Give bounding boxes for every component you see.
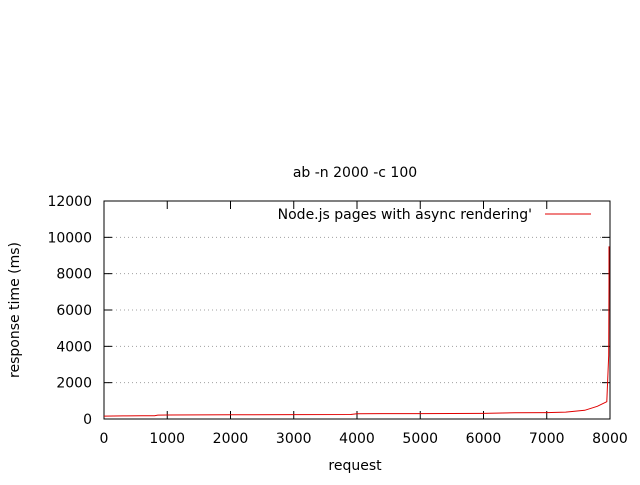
- chart-title: ab -n 2000 -c 100: [293, 165, 417, 181]
- x-tick-label: 7000: [529, 431, 565, 447]
- legend-label: Node.js pages with async rendering': [278, 207, 532, 223]
- grid: [104, 236, 610, 384]
- x-tick-label: 3000: [276, 431, 312, 447]
- x-axis-label: request: [328, 458, 382, 474]
- y-tick-label: 0: [83, 412, 92, 428]
- y-axis-label: response time (ms): [7, 242, 23, 378]
- x-tick-label: 8000: [592, 431, 628, 447]
- legend: Node.js pages with async rendering': [278, 207, 591, 223]
- axis-ticks: 0 2000 4000 6000 8000 10000 12000 0 1000 2000 3000…: [47, 194, 627, 447]
- x-tick-label: 4000: [339, 431, 375, 447]
- y-tick-label: 4000: [56, 339, 92, 355]
- y-tick-label: 10000: [47, 230, 92, 246]
- x-tick-label: 6000: [466, 431, 502, 447]
- x-tick-label: 0: [100, 431, 109, 447]
- x-tick-label: 1000: [149, 431, 185, 447]
- y-tick-label: 6000: [56, 303, 92, 319]
- y-tick-label: 8000: [56, 267, 92, 283]
- series-line: [103, 246, 610, 417]
- x-tick-label: 2000: [213, 431, 249, 447]
- y-tick-label: 12000: [47, 194, 92, 210]
- x-tick-label: 5000: [402, 431, 438, 447]
- series-group: [103, 246, 610, 417]
- y-tick-label: 2000: [56, 376, 92, 392]
